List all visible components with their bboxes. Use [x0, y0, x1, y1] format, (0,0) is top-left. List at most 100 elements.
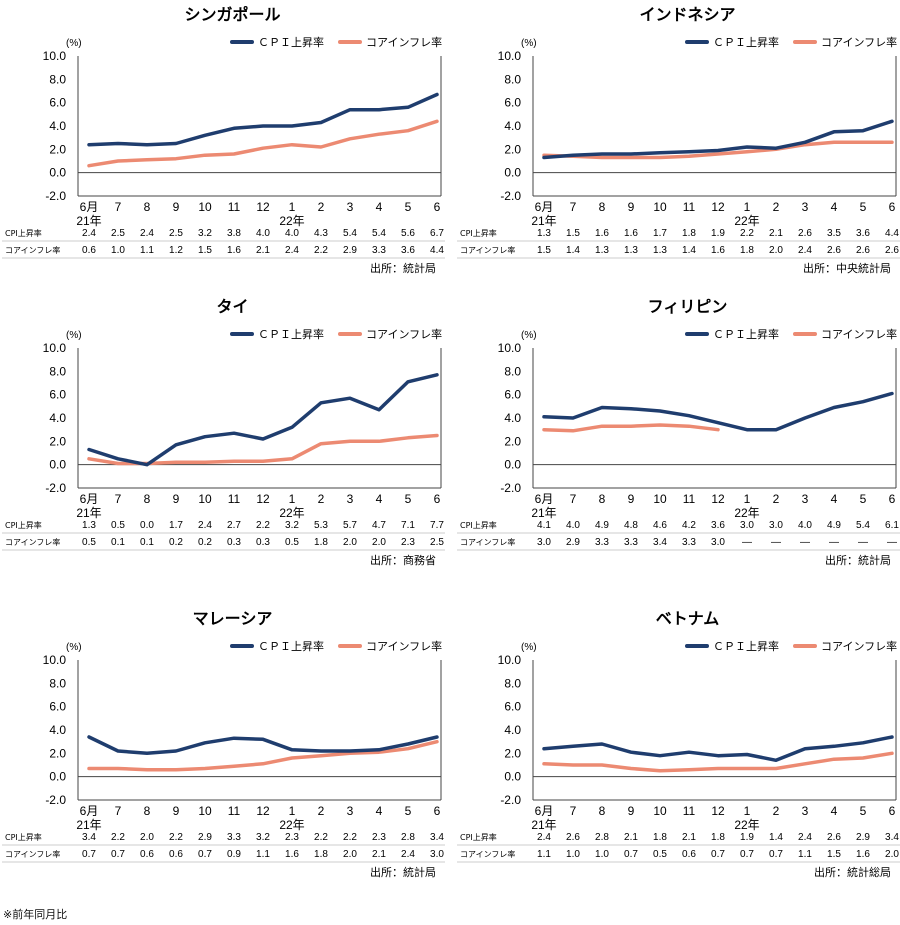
legend-label: コアインフレ率	[821, 35, 897, 49]
series-line	[542, 751, 894, 773]
y-tick-label: -2.0	[45, 481, 66, 495]
table-cell: 0.6	[169, 849, 183, 860]
table-cell: 2.6	[885, 245, 899, 256]
table-cell: 6.7	[430, 228, 444, 239]
table-cell: —	[800, 537, 810, 548]
table-cell: 1.4	[769, 832, 783, 843]
x-tick-label: 6	[434, 200, 441, 214]
table-cell: 2.1	[682, 832, 696, 843]
x-tick-label: 6	[889, 492, 896, 506]
year-label: 22年	[279, 506, 304, 520]
y-tick-label: 6.0	[49, 388, 66, 402]
source-label: 出所：統計局	[370, 865, 436, 879]
year-label: 21年	[76, 214, 101, 228]
chart-panel: シンガポール (%)10.0 8.0 6.0 4.0 2.0 0.0 -2.0 6月 7 8 9 10 1…	[2, 5, 445, 275]
x-tick-label: 1	[289, 200, 296, 214]
table-cell: 0.5	[285, 537, 299, 548]
table-row-label: CPI上昇率	[460, 832, 497, 842]
x-tick-label: 9	[628, 804, 635, 818]
chart-title: シンガポール	[184, 5, 280, 24]
y-tick-label: 6.0	[49, 700, 66, 714]
chart-panel: マレーシア(%)10.08.06.04.02.00.0-2.06月 7 8 9 10 11…	[2, 609, 445, 879]
table-cell: 2.4	[140, 228, 154, 239]
y-tick-label: 0.0	[49, 166, 66, 180]
y-tick-label: 8.0	[504, 364, 521, 378]
table-cell: 3.6	[401, 245, 415, 256]
x-tick-label: 3	[347, 200, 354, 214]
x-tick-label: 12	[711, 200, 725, 214]
table-cell: 4.8	[624, 520, 638, 531]
chart-title: タイ	[216, 297, 248, 316]
x-tick-label: 3	[802, 804, 809, 818]
table-cell: 3.3	[682, 537, 696, 548]
table-cell: 3.0	[430, 849, 444, 860]
unit-label: (%)	[521, 38, 537, 49]
y-tick-label: 8.0	[49, 676, 66, 690]
table-cell: 1.1	[256, 849, 270, 860]
series-line	[87, 735, 439, 756]
source-label: 出所：統計局	[370, 261, 436, 275]
table-cell: 1.3	[624, 245, 638, 256]
table-cell: 3.3	[595, 537, 609, 548]
y-tick-label: 6.0	[49, 96, 66, 110]
x-tick-label: 9	[628, 200, 635, 214]
table-cell: 3.6	[711, 520, 725, 531]
x-tick-label: 2	[773, 804, 780, 818]
x-tick-label: 11	[683, 492, 696, 506]
table-cell: 1.8	[653, 832, 667, 843]
table-cell: 2.9	[856, 832, 870, 843]
footnote: ※前年同月比	[3, 908, 68, 921]
y-tick-label: 4.0	[49, 411, 66, 425]
table-cell: 3.2	[256, 832, 270, 843]
x-tick-label: 11	[228, 804, 241, 818]
table-cell: 2.3	[372, 832, 386, 843]
table-cell: 0.2	[169, 537, 183, 548]
table-cell: 2.4	[285, 245, 299, 256]
x-tick-label: 5	[860, 492, 867, 506]
year-label: 22年	[279, 214, 304, 228]
source-label: 出所：統計局	[825, 553, 891, 567]
table-cell: 1.0	[595, 849, 609, 860]
chart-panel: インドネシア (%)10.0 8.0 6.0 4.0 2.0 0.0 -2.0 6月 7 8 9 10 1…	[457, 5, 900, 275]
table-row-label: コアインフレ率	[5, 537, 60, 547]
x-tick-label: 6	[434, 492, 441, 506]
table-cell: 0.5	[653, 849, 667, 860]
year-label: 21年	[76, 506, 101, 520]
x-tick-label: 9	[173, 200, 180, 214]
table-cell: 2.6	[827, 832, 841, 843]
x-tick-label: 10	[653, 492, 667, 506]
table-cell: 4.0	[566, 520, 580, 531]
x-tick-label: 1	[289, 804, 296, 818]
table-cell: 1.8	[711, 832, 725, 843]
chart-title: フィリピン	[648, 297, 728, 316]
table-cell: 5.4	[856, 520, 870, 531]
table-cell: 4.9	[595, 520, 609, 531]
x-tick-label: 10	[198, 804, 212, 818]
table-cell: 1.3	[595, 245, 609, 256]
y-tick-label: 4.0	[504, 119, 521, 133]
y-tick-label: 4.0	[504, 411, 521, 425]
x-tick-label: 12	[256, 804, 270, 818]
y-tick-label: 10.0	[43, 653, 67, 667]
y-tick-label: 6.0	[504, 388, 521, 402]
table-cell: 1.3	[537, 228, 551, 239]
chart-panel: タイ(%)10.08.06.04.02.00.0-2.06月 7 8 9 10 11 12 1…	[2, 297, 445, 567]
year-label: 21年	[531, 214, 556, 228]
table-cell: 4.3	[314, 228, 328, 239]
table-cell: 0.7	[198, 849, 212, 860]
source-label: 出所：商務省	[370, 553, 436, 567]
table-cell: 0.0	[140, 520, 154, 531]
legend-label: ＣＰＩ上昇率	[258, 35, 324, 49]
x-tick-label: 7	[115, 804, 122, 818]
table-row-label: コアインフレ率	[460, 245, 515, 255]
table-cell: —	[771, 537, 781, 548]
table-cell: 2.0	[372, 537, 386, 548]
table-cell: 1.4	[682, 245, 696, 256]
x-tick-label: 2	[318, 200, 325, 214]
table-cell: 2.3	[285, 832, 299, 843]
x-tick-label: 5	[860, 804, 867, 818]
table-cell: 3.3	[372, 245, 386, 256]
table-cell: 0.7	[624, 849, 638, 860]
table-cell: 2.4	[82, 228, 96, 239]
y-tick-label: 6.0	[504, 96, 521, 110]
